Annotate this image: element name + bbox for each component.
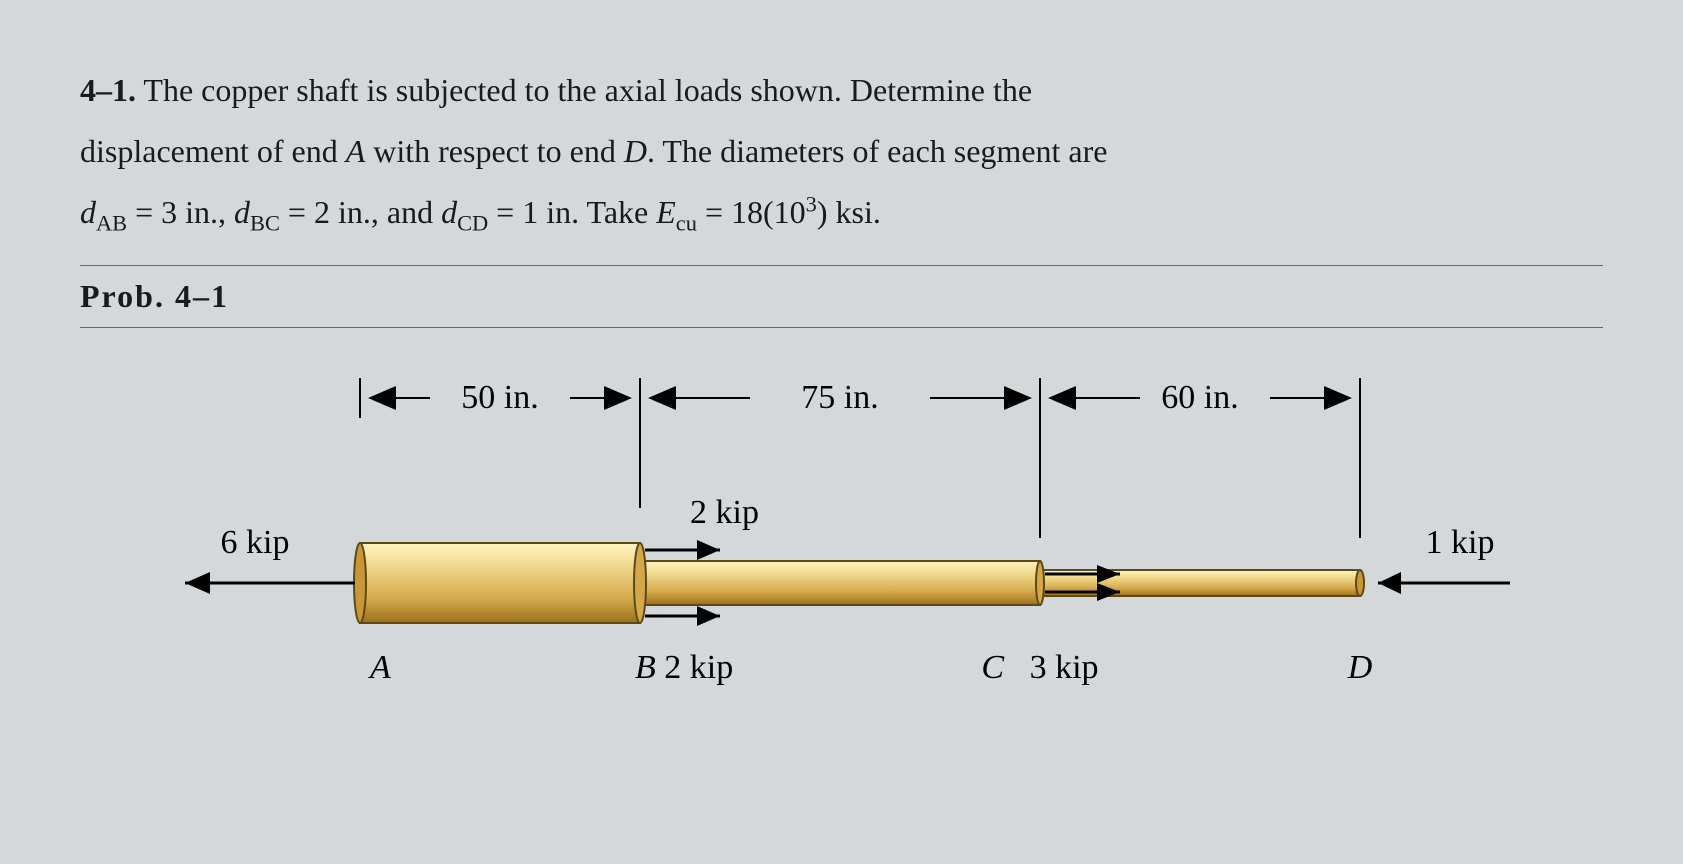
segment-AB xyxy=(360,543,640,623)
load-A-label: 6 kip xyxy=(221,524,290,561)
point-D-text: D xyxy=(624,133,647,169)
point-A-label: A xyxy=(368,649,391,686)
prob-label: Prob. 4–1 xyxy=(80,278,1603,315)
dBC-val: = 2 in., and xyxy=(288,194,433,230)
E-end: ) ksi. xyxy=(817,194,881,230)
E-exp: 3 xyxy=(806,191,817,216)
dAB-val: = 3 in., xyxy=(135,194,226,230)
load-D-label: 1 kip xyxy=(1426,524,1495,561)
point-D-label: D xyxy=(1347,649,1373,686)
divider-bottom xyxy=(80,327,1603,328)
dCD-val: = 1 in. Take xyxy=(496,194,648,230)
E-var: E xyxy=(656,194,676,230)
dimension-lines: 50 in. 75 in. 60 in. xyxy=(360,378,1360,538)
load-B-bot-label: B 2 kip xyxy=(635,649,733,686)
dBC-var: d xyxy=(234,194,250,230)
problem-statement: 4–1. The copper shaft is subjected to th… xyxy=(80,60,1603,245)
E-val: = 18(10 xyxy=(705,194,806,230)
segment-BC xyxy=(640,561,1040,605)
problem-text-2a: displacement of end xyxy=(80,133,338,169)
problem-number: 4–1. xyxy=(80,72,136,108)
problem-text-1: The copper shaft is subjected to the axi… xyxy=(143,72,1032,108)
shaft-diagram: 50 in. 75 in. 60 in. xyxy=(80,358,1603,738)
point-A-text: A xyxy=(346,133,366,169)
load-B-top-label: 2 kip xyxy=(690,494,759,531)
divider-top xyxy=(80,265,1603,266)
dCD-sub: CD xyxy=(457,210,488,235)
problem-text-2b: with respect to end xyxy=(373,133,616,169)
dim-CD: 60 in. xyxy=(1161,379,1238,416)
dCD-var: d xyxy=(441,194,457,230)
problem-text-2c: . The diameters of each segment are xyxy=(647,133,1108,169)
E-sub: cu xyxy=(676,210,697,235)
dAB-var: d xyxy=(80,194,96,230)
point-C-area: C 3 kip xyxy=(981,649,1098,686)
dAB-sub: AB xyxy=(96,210,127,235)
dim-BC: 75 in. xyxy=(801,379,878,416)
dBC-sub: BC xyxy=(250,210,280,235)
dim-AB: 50 in. xyxy=(461,379,538,416)
